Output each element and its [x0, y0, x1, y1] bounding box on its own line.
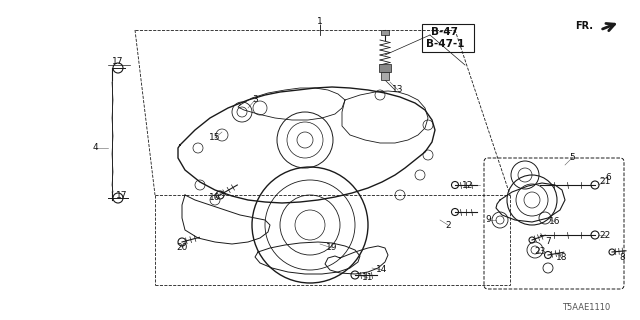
Text: 1: 1 [317, 18, 323, 27]
Text: 15: 15 [209, 133, 221, 142]
Text: 12: 12 [462, 180, 474, 189]
Text: T5AAE1110: T5AAE1110 [562, 303, 610, 313]
Text: 21: 21 [599, 178, 611, 187]
Text: 18: 18 [556, 253, 568, 262]
Text: 2: 2 [445, 220, 451, 229]
Bar [381, 72, 389, 80]
Bar [422, 24, 474, 52]
Bar [381, 30, 389, 35]
Text: 23: 23 [534, 247, 546, 257]
Text: 19: 19 [326, 244, 338, 252]
Text: 14: 14 [376, 266, 388, 275]
Text: 3: 3 [252, 95, 258, 105]
Text: 9: 9 [485, 215, 491, 225]
Text: FR.: FR. [575, 21, 593, 31]
Text: 11: 11 [362, 274, 374, 283]
Text: 5: 5 [569, 154, 575, 163]
Text: 16: 16 [549, 218, 561, 227]
Text: 6: 6 [605, 173, 611, 182]
Text: 17: 17 [112, 58, 124, 67]
Text: 8: 8 [619, 253, 625, 262]
Text: 20: 20 [176, 244, 188, 252]
Text: B-47-1: B-47-1 [426, 39, 464, 49]
Text: 22: 22 [600, 230, 611, 239]
Text: B-47: B-47 [431, 27, 458, 37]
Text: 4: 4 [92, 143, 98, 153]
Text: 13: 13 [392, 85, 404, 94]
Bar [379, 64, 391, 72]
Text: 17: 17 [116, 190, 128, 199]
Text: 7: 7 [545, 237, 551, 246]
Text: 10: 10 [209, 194, 221, 203]
